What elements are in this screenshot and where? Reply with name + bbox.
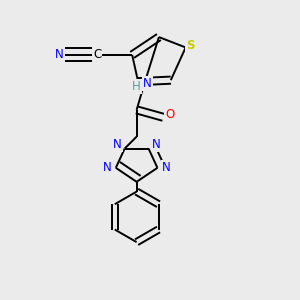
Text: N: N	[143, 76, 152, 90]
Text: N: N	[162, 161, 171, 174]
Text: H: H	[132, 80, 141, 93]
Text: N: N	[152, 138, 160, 151]
Text: N: N	[103, 161, 111, 174]
Text: S: S	[186, 40, 194, 52]
Text: C: C	[93, 48, 101, 62]
Text: N: N	[113, 138, 122, 151]
Text: O: O	[165, 108, 175, 122]
Text: N: N	[55, 48, 64, 62]
